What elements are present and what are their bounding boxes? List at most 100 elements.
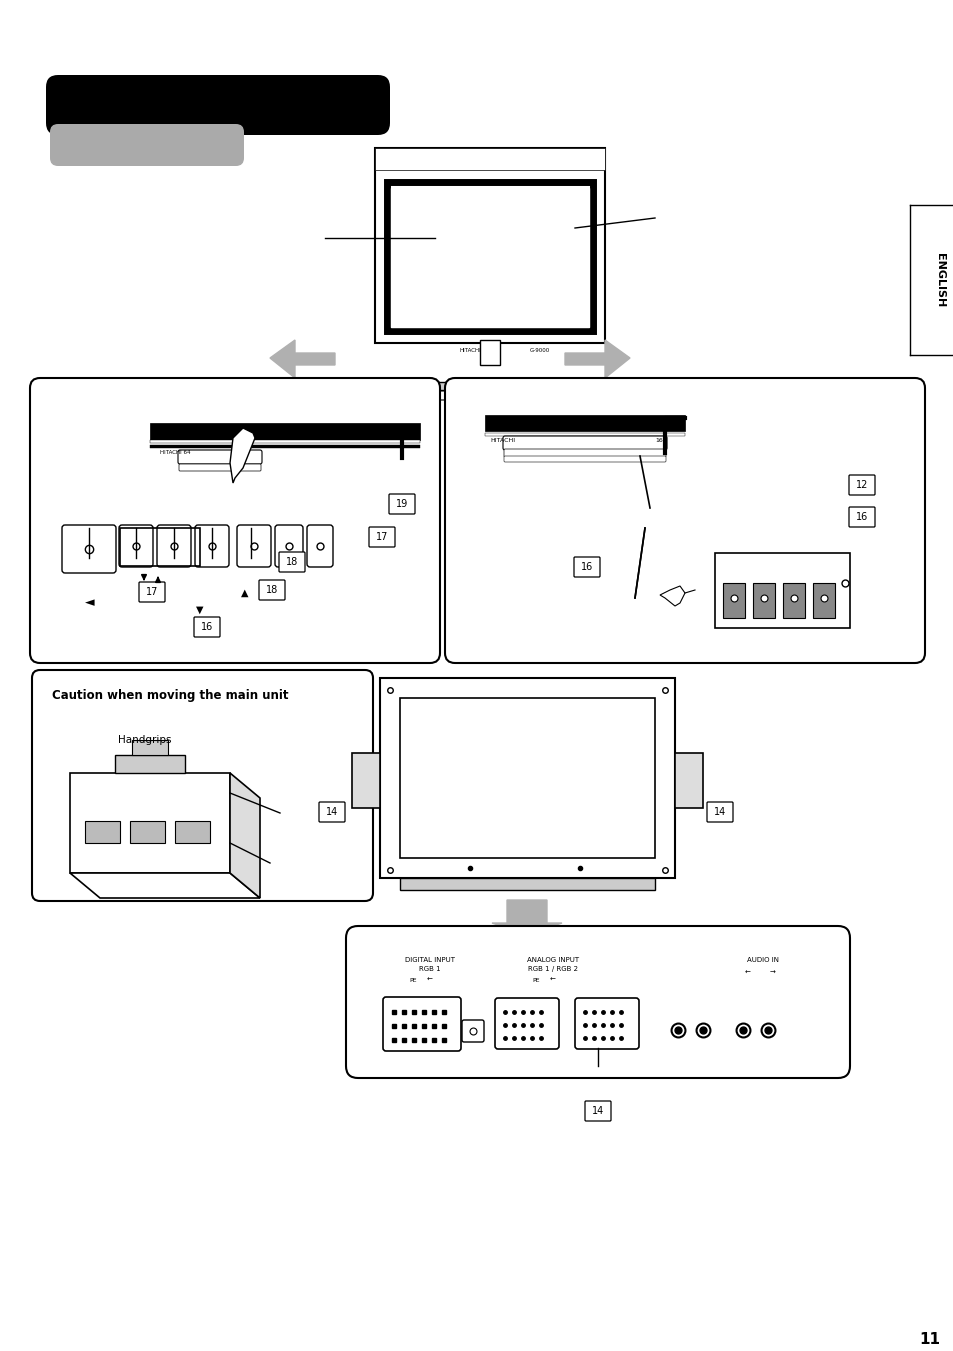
FancyBboxPatch shape: [444, 378, 924, 663]
Text: ▼: ▼: [196, 605, 204, 615]
Text: ←: ←: [744, 970, 750, 975]
FancyBboxPatch shape: [193, 617, 220, 638]
FancyBboxPatch shape: [848, 507, 874, 527]
Bar: [150, 440, 419, 443]
Text: HITACHI: HITACHI: [490, 439, 515, 443]
Text: Caution when moving the main unit: Caution when moving the main unit: [52, 689, 288, 703]
Bar: [174, 821, 210, 843]
FancyBboxPatch shape: [389, 494, 415, 513]
Text: G-9000: G-9000: [529, 349, 550, 354]
FancyBboxPatch shape: [274, 526, 303, 567]
FancyBboxPatch shape: [706, 802, 732, 821]
Bar: [115, 755, 185, 773]
Text: 17: 17: [146, 586, 158, 597]
Bar: [150, 444, 419, 449]
Text: DIGITAL INPUT: DIGITAL INPUT: [405, 957, 455, 963]
FancyBboxPatch shape: [502, 436, 666, 450]
Polygon shape: [659, 586, 684, 607]
FancyBboxPatch shape: [62, 526, 116, 573]
Text: HITACHI: HITACHI: [458, 349, 480, 354]
FancyBboxPatch shape: [30, 378, 439, 663]
Text: ◄: ◄: [85, 597, 94, 609]
Polygon shape: [564, 340, 629, 378]
FancyBboxPatch shape: [178, 450, 262, 463]
Bar: [722, 584, 744, 617]
Text: 18: 18: [286, 557, 297, 567]
FancyBboxPatch shape: [848, 476, 874, 494]
Text: 16: 16: [201, 621, 213, 632]
FancyBboxPatch shape: [32, 670, 373, 901]
Text: 11: 11: [919, 1332, 940, 1347]
Bar: [85, 821, 120, 843]
Bar: [375, 149, 604, 343]
Bar: [399, 698, 655, 858]
Text: →: →: [769, 970, 775, 975]
FancyBboxPatch shape: [318, 802, 345, 821]
Bar: [479, 340, 499, 365]
Text: HITACHI 64: HITACHI 64: [160, 450, 191, 454]
FancyBboxPatch shape: [369, 527, 395, 547]
Bar: [812, 584, 834, 617]
FancyBboxPatch shape: [157, 526, 191, 567]
Bar: [352, 753, 379, 808]
FancyBboxPatch shape: [503, 449, 665, 457]
Text: ←: ←: [550, 977, 556, 984]
Text: RGB 1 / RGB 2: RGB 1 / RGB 2: [527, 966, 578, 971]
Text: 14: 14: [326, 807, 337, 817]
Polygon shape: [70, 873, 260, 898]
Text: 18: 18: [266, 585, 278, 594]
Text: 19: 19: [395, 499, 408, 509]
Polygon shape: [492, 900, 561, 935]
FancyBboxPatch shape: [503, 457, 665, 462]
Text: 14: 14: [713, 807, 725, 817]
FancyBboxPatch shape: [194, 526, 229, 567]
Text: PE: PE: [532, 978, 539, 982]
Bar: [379, 678, 675, 878]
Bar: [132, 740, 168, 755]
FancyBboxPatch shape: [461, 1020, 483, 1042]
Text: ←: ←: [427, 977, 433, 984]
Text: 14: 14: [591, 1106, 603, 1116]
Text: PE: PE: [409, 978, 416, 982]
Bar: [484, 415, 684, 431]
FancyBboxPatch shape: [574, 557, 599, 577]
FancyBboxPatch shape: [179, 463, 261, 471]
Text: 12: 12: [855, 480, 867, 490]
FancyBboxPatch shape: [575, 998, 639, 1048]
FancyBboxPatch shape: [382, 997, 460, 1051]
FancyBboxPatch shape: [119, 526, 152, 567]
Bar: [782, 584, 804, 617]
Text: 16: 16: [580, 562, 593, 571]
FancyBboxPatch shape: [236, 526, 271, 567]
Bar: [150, 423, 419, 440]
FancyBboxPatch shape: [50, 124, 244, 166]
FancyBboxPatch shape: [307, 526, 333, 567]
Text: ENGLISH: ENGLISH: [934, 253, 944, 307]
Text: RGB 1: RGB 1: [418, 966, 440, 971]
Polygon shape: [230, 773, 260, 898]
Text: ANALOG INPUT: ANALOG INPUT: [526, 957, 578, 963]
Bar: [714, 553, 849, 628]
Text: 16: 16: [655, 439, 662, 443]
Bar: [675, 753, 702, 808]
Bar: [375, 149, 604, 170]
FancyBboxPatch shape: [495, 998, 558, 1048]
FancyBboxPatch shape: [436, 390, 543, 400]
Text: Handgrips: Handgrips: [118, 735, 172, 744]
Text: 16: 16: [855, 512, 867, 521]
Polygon shape: [270, 340, 335, 378]
Bar: [484, 434, 684, 436]
Bar: [387, 182, 593, 331]
Bar: [391, 188, 588, 327]
Text: ▲: ▲: [241, 588, 249, 598]
Bar: [752, 584, 774, 617]
FancyBboxPatch shape: [139, 582, 165, 603]
Bar: [399, 878, 655, 890]
FancyBboxPatch shape: [584, 1101, 610, 1121]
Bar: [130, 821, 165, 843]
Bar: [430, 382, 550, 390]
FancyBboxPatch shape: [46, 76, 390, 135]
Polygon shape: [230, 428, 254, 484]
Text: AUDIO IN: AUDIO IN: [746, 957, 779, 963]
Bar: [120, 528, 200, 566]
